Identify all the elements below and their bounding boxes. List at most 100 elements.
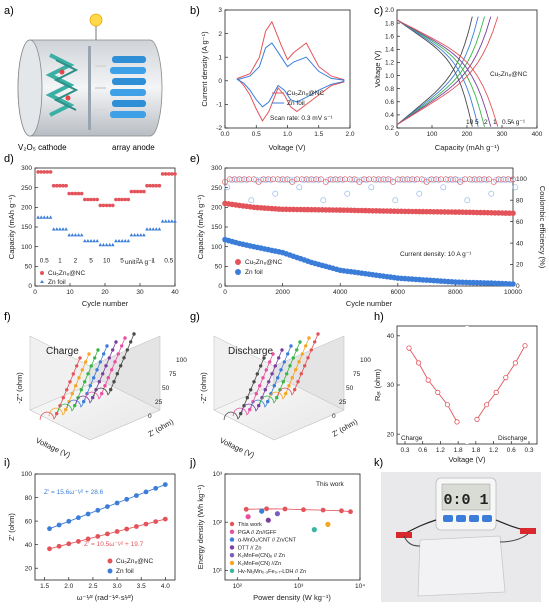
chart-d-xlabel: Cycle number — [82, 299, 129, 308]
ce-point-red — [481, 176, 488, 183]
ce-point-blue — [267, 176, 274, 183]
rct-charge-point — [454, 419, 460, 425]
gcd-rate-label: 10 — [466, 119, 474, 126]
chart-g-eis-discharge: Discharge -Z" (ohm) Voltage (V) Z' (ohm)… — [199, 332, 371, 460]
chart-i-ticks: 1.5 2.0 2.5 3.0 3.5 4.0 20 40 60 80 100 — [21, 471, 170, 590]
rate-point-red — [139, 189, 143, 194]
chart-h-x-tick-label: 0.6 — [507, 447, 516, 454]
ce-point-red — [250, 176, 257, 183]
rate-point-red — [160, 172, 165, 176]
chart-d-x-tick-label: 40 — [171, 289, 179, 296]
rate-point-red — [142, 189, 146, 194]
ce-point-blue — [469, 176, 475, 183]
chart-h-x-tick-label: 0.3 — [400, 447, 409, 454]
legend-j-marker — [229, 529, 235, 534]
ce-point-red — [274, 176, 281, 183]
rct-charge-point — [406, 345, 412, 351]
chart-j-y-tick-label: 10¹ — [213, 568, 223, 575]
cv-curve-1 — [236, 42, 345, 108]
chart-f-floor — [29, 379, 161, 441]
legend-d-blue-marker — [40, 280, 44, 283]
chart-c-annotation: Cu₅Zn₈@NC — [490, 71, 528, 78]
chart-b-annotation: Scan rate: 0.3 mV s⁻¹ — [270, 115, 334, 122]
panel-label-e: e) — [190, 153, 200, 165]
panel-label-f: f) — [4, 311, 11, 323]
chart-b-ticks: 0.0 0.5 1.0 1.5 2.0 -2 -1 0 1 2 3 — [216, 7, 355, 138]
rate-point-red — [48, 170, 53, 174]
chart-j-ticks: 10² 10³ 10⁴ 10¹ 10² 10³ — [213, 471, 366, 590]
eis-z-tick-label: 25 — [339, 399, 347, 406]
ce-point-blue — [325, 176, 331, 183]
ce-point-blue — [373, 176, 379, 183]
rate-point-blue — [154, 227, 159, 231]
ce-point-red — [318, 176, 324, 183]
chart-e-y2-tick-label: 60 — [516, 219, 524, 226]
chart-d-ticks: 0 10 20 30 40 0 50 100 150 200 250 300 — [21, 165, 179, 296]
pouch-cell — [417, 535, 506, 597]
ce-point-red — [466, 176, 473, 183]
chart-b-x-tick-label: 0.5 — [252, 131, 261, 138]
chart-f-curves — [39, 332, 136, 421]
chart-d-x-tick-label: 20 — [101, 289, 109, 296]
rct-discharge-point — [522, 343, 528, 349]
warburg-point — [124, 526, 130, 532]
timer-display: 0:0 1 — [443, 492, 488, 509]
chart-c-xlabel: Capacity (mAh g⁻¹) — [435, 143, 500, 152]
legend-j-marker — [229, 537, 235, 542]
chart-i-y-tick-label: 100 — [21, 471, 32, 478]
ion-dot — [59, 69, 65, 75]
alligator-clip-red — [396, 532, 412, 538]
ce-point-blue — [229, 176, 235, 183]
rate-point-red — [86, 197, 90, 202]
legend-i-red-label: Cu₅Zn₈@NC — [116, 558, 154, 565]
rate-point-blue — [86, 239, 90, 243]
legend-e-red-marker — [235, 259, 241, 265]
chart-f-eis-charge: Charge -Z" (ohm) Voltage (V) Z' (ohm) 02… — [15, 332, 187, 460]
rate-point-red — [173, 172, 177, 176]
chart-d-y-tick-label: 200 — [21, 205, 32, 212]
rate-point-red — [145, 183, 149, 188]
this-work-point — [264, 506, 269, 512]
chart-c-ticks: 0 100 200 300 400 0.2 0.4 0.6 0.8 1.0 1.2 1.4 1.6 1.8… — [385, 7, 543, 138]
chart-j-ylabel: Energy density (Wh kg⁻¹) — [196, 484, 205, 569]
rct-charge-point — [435, 389, 441, 395]
rate-point-blue — [142, 233, 146, 237]
chart-j-series — [243, 506, 353, 533]
device-photo: 0:0 1 — [381, 472, 541, 602]
rate-point-blue — [117, 239, 121, 243]
chart-i-x-tick-label: 3.0 — [113, 583, 122, 590]
ce-point-red — [394, 176, 401, 183]
ce-point-red — [236, 176, 243, 183]
ce-point-blue — [406, 176, 413, 183]
panel-label-b: b) — [190, 5, 200, 17]
chart-i-x-tick-label: 1.5 — [40, 583, 49, 590]
chart-h-left-label: Charge — [401, 435, 423, 442]
rate-point-red — [95, 197, 99, 202]
ce-point-red — [246, 176, 252, 183]
ce-point-blue — [301, 176, 307, 183]
rct-charge-line — [408, 347, 458, 423]
ce-point-blue — [445, 176, 451, 183]
gcd-discharge-curve — [396, 19, 485, 127]
chart-e-annotation: Current density: 10 A g⁻¹ — [400, 251, 472, 258]
chart-e-ylabel: Capacity (mAh g⁻¹) — [196, 194, 205, 259]
rate-point-blue — [132, 233, 137, 237]
chart-g-floor — [213, 379, 345, 441]
chart-e-x-tick-label: 0 — [223, 289, 227, 296]
warburg-point — [162, 482, 168, 487]
rct-charge-point — [425, 377, 431, 383]
chart-b-cv: 0.0 0.5 1.0 1.5 2.0 -2 -1 0 1 2 3 Voltage (V) Curr… — [200, 7, 355, 152]
rate-point-red — [111, 203, 115, 208]
ce-point-blue — [349, 176, 355, 183]
rate-point-blue — [157, 227, 162, 231]
chart-h-xlabel: Voltage (V) — [448, 455, 486, 464]
alligator-clip-red — [520, 528, 536, 534]
ce-point-red — [428, 176, 435, 183]
chart-e-x-tick-label: 10000 — [504, 289, 522, 296]
chart-b-y-tick-label: 1 — [218, 54, 222, 61]
literature-point — [245, 514, 251, 520]
gcd-rate-label: 0.5 — [502, 119, 511, 126]
chart-e-y-tick-label: 250 — [211, 185, 222, 192]
eis-curve — [277, 333, 319, 397]
